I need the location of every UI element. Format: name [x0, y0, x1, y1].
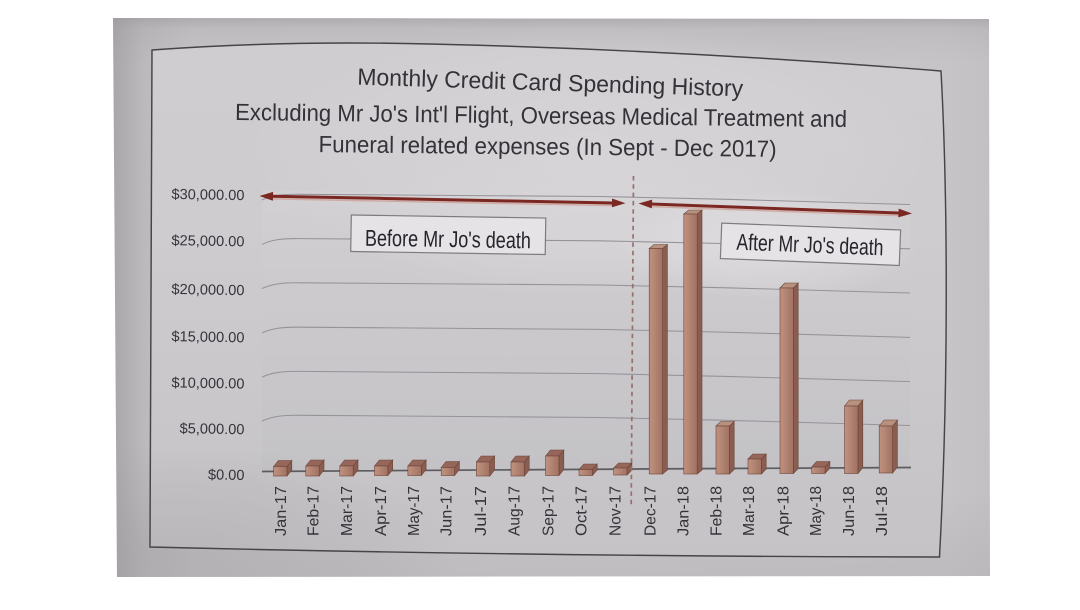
svg-text:May-17: May-17: [406, 486, 423, 536]
svg-text:$15,000.00: $15,000.00: [171, 329, 244, 346]
svg-text:Jun-17: Jun-17: [439, 486, 456, 536]
svg-text:$5,000.00: $5,000.00: [179, 421, 244, 438]
svg-text:$10,000.00: $10,000.00: [171, 375, 244, 392]
svg-text:Feb-18: Feb-18: [708, 486, 725, 536]
svg-text:Aug-17: Aug-17: [507, 486, 524, 536]
svg-text:Jun-18: Jun-18: [841, 486, 858, 536]
svg-text:Mar-17: Mar-17: [339, 486, 356, 536]
svg-text:Jan-17: Jan-17: [273, 486, 290, 536]
svg-text:Sep-17: Sep-17: [541, 486, 558, 536]
svg-text:$0.00: $0.00: [208, 467, 245, 484]
svg-text:$20,000.00: $20,000.00: [171, 282, 244, 299]
svg-text:Apr-17: Apr-17: [373, 486, 390, 536]
svg-text:Funeral related expenses (In S: Funeral related expenses (In Sept - Dec …: [318, 131, 776, 162]
svg-text:Jul-17: Jul-17: [473, 486, 490, 536]
svg-text:May-18: May-18: [808, 486, 825, 536]
svg-text:Apr-18: Apr-18: [775, 486, 792, 536]
svg-text:Nov-17: Nov-17: [608, 486, 625, 536]
svg-text:Dec-17: Dec-17: [643, 486, 660, 536]
svg-text:Feb-17: Feb-17: [305, 486, 322, 536]
svg-text:After Mr Jo's death: After Mr Jo's death: [736, 229, 884, 261]
svg-text:$30,000.00: $30,000.00: [171, 187, 244, 204]
svg-text:Before Mr Jo's death: Before Mr Jo's death: [365, 225, 531, 254]
svg-text:Jul-18: Jul-18: [874, 486, 891, 536]
svg-text:$25,000.00: $25,000.00: [171, 233, 244, 250]
svg-text:Oct-17: Oct-17: [574, 486, 591, 536]
svg-text:Mar-18: Mar-18: [741, 486, 758, 536]
svg-text:Jan-18: Jan-18: [676, 486, 693, 536]
